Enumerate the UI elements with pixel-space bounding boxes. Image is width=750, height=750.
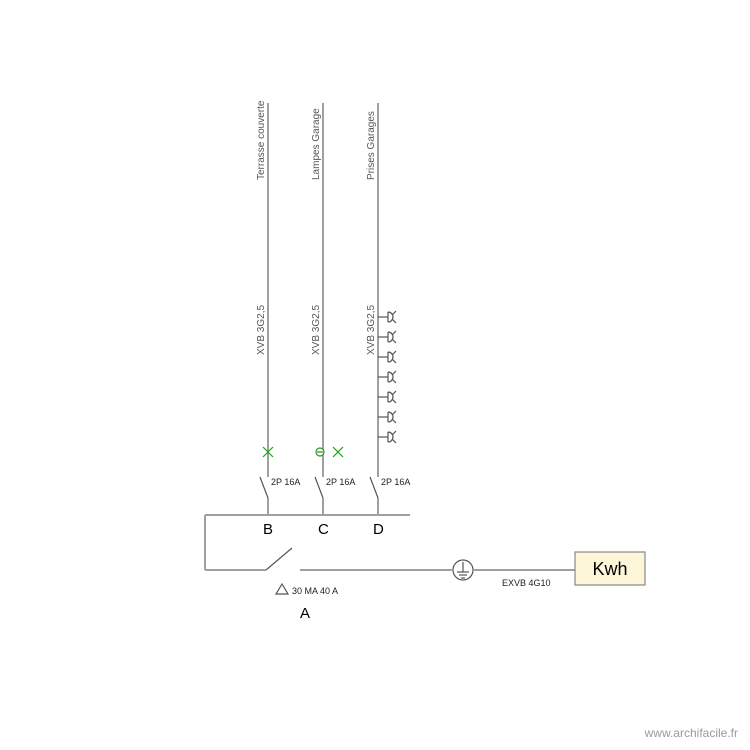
main-breaker-triangle-icon — [276, 584, 288, 594]
main-breaker-rating: 30 MA 40 A — [292, 586, 338, 596]
circuit-d-breaker-label: 2P 16A — [381, 477, 410, 487]
watermark: www.archifacile.fr — [645, 726, 738, 740]
outlet-symbols — [378, 311, 396, 443]
circuit-c-top-label: Lampes Garage — [311, 108, 322, 180]
circuit-c-cable-label: XVB 3G2,5 — [311, 305, 322, 355]
circuit-b-cable-label: XVB 3G2,5 — [256, 305, 267, 355]
circuit-d-letter: D — [373, 521, 384, 538]
kwh-meter: Kwh — [575, 552, 645, 585]
outlet-icon — [378, 431, 396, 443]
outlet-icon — [378, 311, 396, 323]
circuit-b: Terrasse couverte XVB 3G2,5 2P 16A B — [256, 100, 300, 538]
circuit-b-top-label: Terrasse couverte — [256, 100, 267, 180]
circuit-b-breaker-label: 2P 16A — [271, 477, 300, 487]
outlet-icon — [378, 391, 396, 403]
kwh-label: Kwh — [592, 559, 627, 579]
main-breaker-letter: A — [300, 605, 310, 622]
outlet-icon — [378, 371, 396, 383]
light-symbol-c-cross — [333, 447, 343, 457]
feed-cable-label: EXVB 4G10 — [502, 578, 551, 588]
outlet-icon — [378, 351, 396, 363]
circuit-b-letter: B — [263, 521, 273, 538]
circuit-d-top-label: Prises Garages — [366, 111, 377, 180]
main-breaker — [266, 548, 452, 570]
circuit-c-breaker-label: 2P 16A — [326, 477, 355, 487]
ground-icon — [453, 560, 473, 580]
outlet-icon — [378, 411, 396, 423]
circuit-d-cable-label: XVB 3G2,5 — [366, 305, 377, 355]
circuit-c-letter: C — [318, 521, 329, 538]
circuit-c: Lampes Garage XVB 3G2,5 2P 16A C — [311, 103, 355, 538]
outlet-icon — [378, 331, 396, 343]
